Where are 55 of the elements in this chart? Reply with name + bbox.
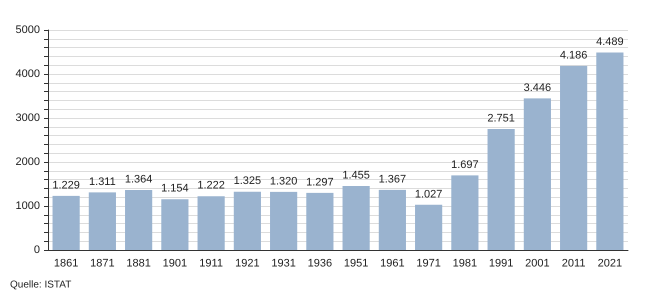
y-tick-label: 0: [34, 244, 40, 256]
data-label: 1.311: [89, 176, 116, 188]
data-label: 1.154: [161, 182, 189, 195]
y-tick-label: 1000: [16, 200, 40, 212]
bar: [270, 192, 298, 250]
bar: [378, 190, 406, 250]
data-label: 1.455: [342, 169, 370, 182]
x-tick-label: 1951: [344, 258, 368, 270]
x-tick-label: 1936: [308, 258, 332, 270]
y-tick-label: 2000: [16, 156, 40, 168]
x-tick-label: 2001: [525, 258, 550, 270]
data-label: 4.489: [596, 36, 624, 48]
y-tick-label: 3000: [16, 112, 40, 124]
bar: [52, 196, 80, 250]
source-note: Quelle: ISTAT: [10, 280, 72, 290]
data-label: 1.697: [451, 158, 479, 171]
x-tick-label: 2021: [598, 258, 622, 270]
bar: [125, 190, 152, 250]
bar: [88, 192, 116, 250]
x-tick-label: 1981: [452, 258, 478, 270]
x-tick-label: 1861: [54, 258, 78, 270]
y-tick-label: 4000: [16, 68, 40, 80]
bar: [198, 196, 225, 250]
bar: [415, 204, 442, 250]
x-tick-label: 1931: [271, 258, 296, 270]
data-label: 2.751: [487, 112, 515, 124]
data-label: 4.186: [560, 49, 588, 62]
x-tick-label: 1881: [126, 258, 151, 270]
bar: [234, 192, 261, 250]
x-tick-label: 1961: [380, 258, 405, 270]
data-label: 1.367: [378, 173, 406, 186]
y-tick-label: 5000: [16, 24, 40, 36]
x-tick-label: 1991: [488, 258, 514, 270]
data-label: 1.325: [234, 175, 262, 188]
data-label: 1.222: [197, 180, 225, 192]
data-label: 1.297: [306, 176, 334, 188]
data-label: 1.320: [270, 175, 298, 188]
x-tick-label: 1971: [416, 258, 441, 270]
bar: [161, 199, 188, 250]
bar: [488, 128, 515, 250]
x-tick-label: 1911: [199, 258, 223, 270]
data-label: 1.027: [414, 188, 442, 200]
x-tick-label: 1921: [235, 258, 260, 270]
bar: [306, 192, 334, 250]
data-label: 1.229: [52, 179, 80, 192]
bar: [342, 186, 370, 250]
bar: [560, 66, 588, 250]
x-tick-label: 1901: [162, 258, 188, 270]
bar: [596, 52, 624, 250]
bar: [524, 98, 551, 250]
data-label: 1.364: [124, 173, 152, 186]
bar: [451, 175, 478, 250]
x-tick-label: 2011: [562, 258, 586, 270]
data-label: 3.446: [524, 82, 552, 94]
x-tick-label: 1871: [90, 258, 115, 270]
